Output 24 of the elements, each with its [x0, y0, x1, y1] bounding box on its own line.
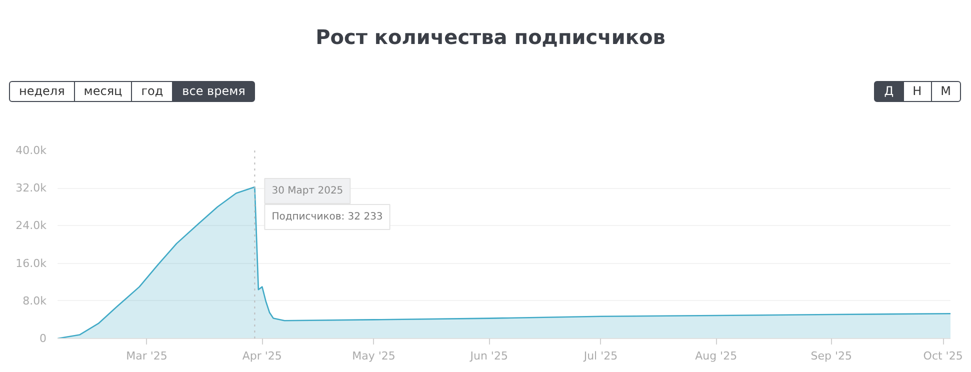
annotation: 30 Март 2025 — [272, 186, 344, 197]
text: год — [131, 81, 174, 102]
text: М — [930, 81, 961, 102]
x-tick-label: Apr '25 — [242, 350, 282, 362]
chart-title: Рост количества подписчиков — [314, 24, 666, 51]
x-tick-label: Aug '25 — [695, 350, 738, 362]
y-tick-label: 8.0k — [22, 294, 48, 308]
annotation: Подписчиков: 32 233 — [272, 212, 383, 223]
x-tick-label: Mar '25 — [126, 350, 168, 362]
y-tick-label: 16.0k — [16, 256, 48, 270]
x-tick-label: Oct '25 — [923, 350, 963, 362]
text: месяц — [74, 81, 132, 102]
text: Д — [874, 81, 904, 102]
y-tick-label: 24.0k — [16, 219, 48, 232]
x-tick-label: Jul '25 — [582, 350, 618, 362]
text: Н — [902, 81, 932, 102]
y-tick-label: 32.0k — [16, 182, 48, 195]
y-tick-label: 40.0k — [16, 144, 48, 157]
text: неделя — [9, 81, 75, 102]
x-tick-label: Jun '25 — [469, 350, 508, 362]
x-tick-label: May '25 — [352, 350, 396, 362]
text: все время — [172, 81, 256, 102]
x-tick-label: Sep '25 — [810, 350, 852, 362]
y-tick-label: 0 — [40, 332, 46, 345]
